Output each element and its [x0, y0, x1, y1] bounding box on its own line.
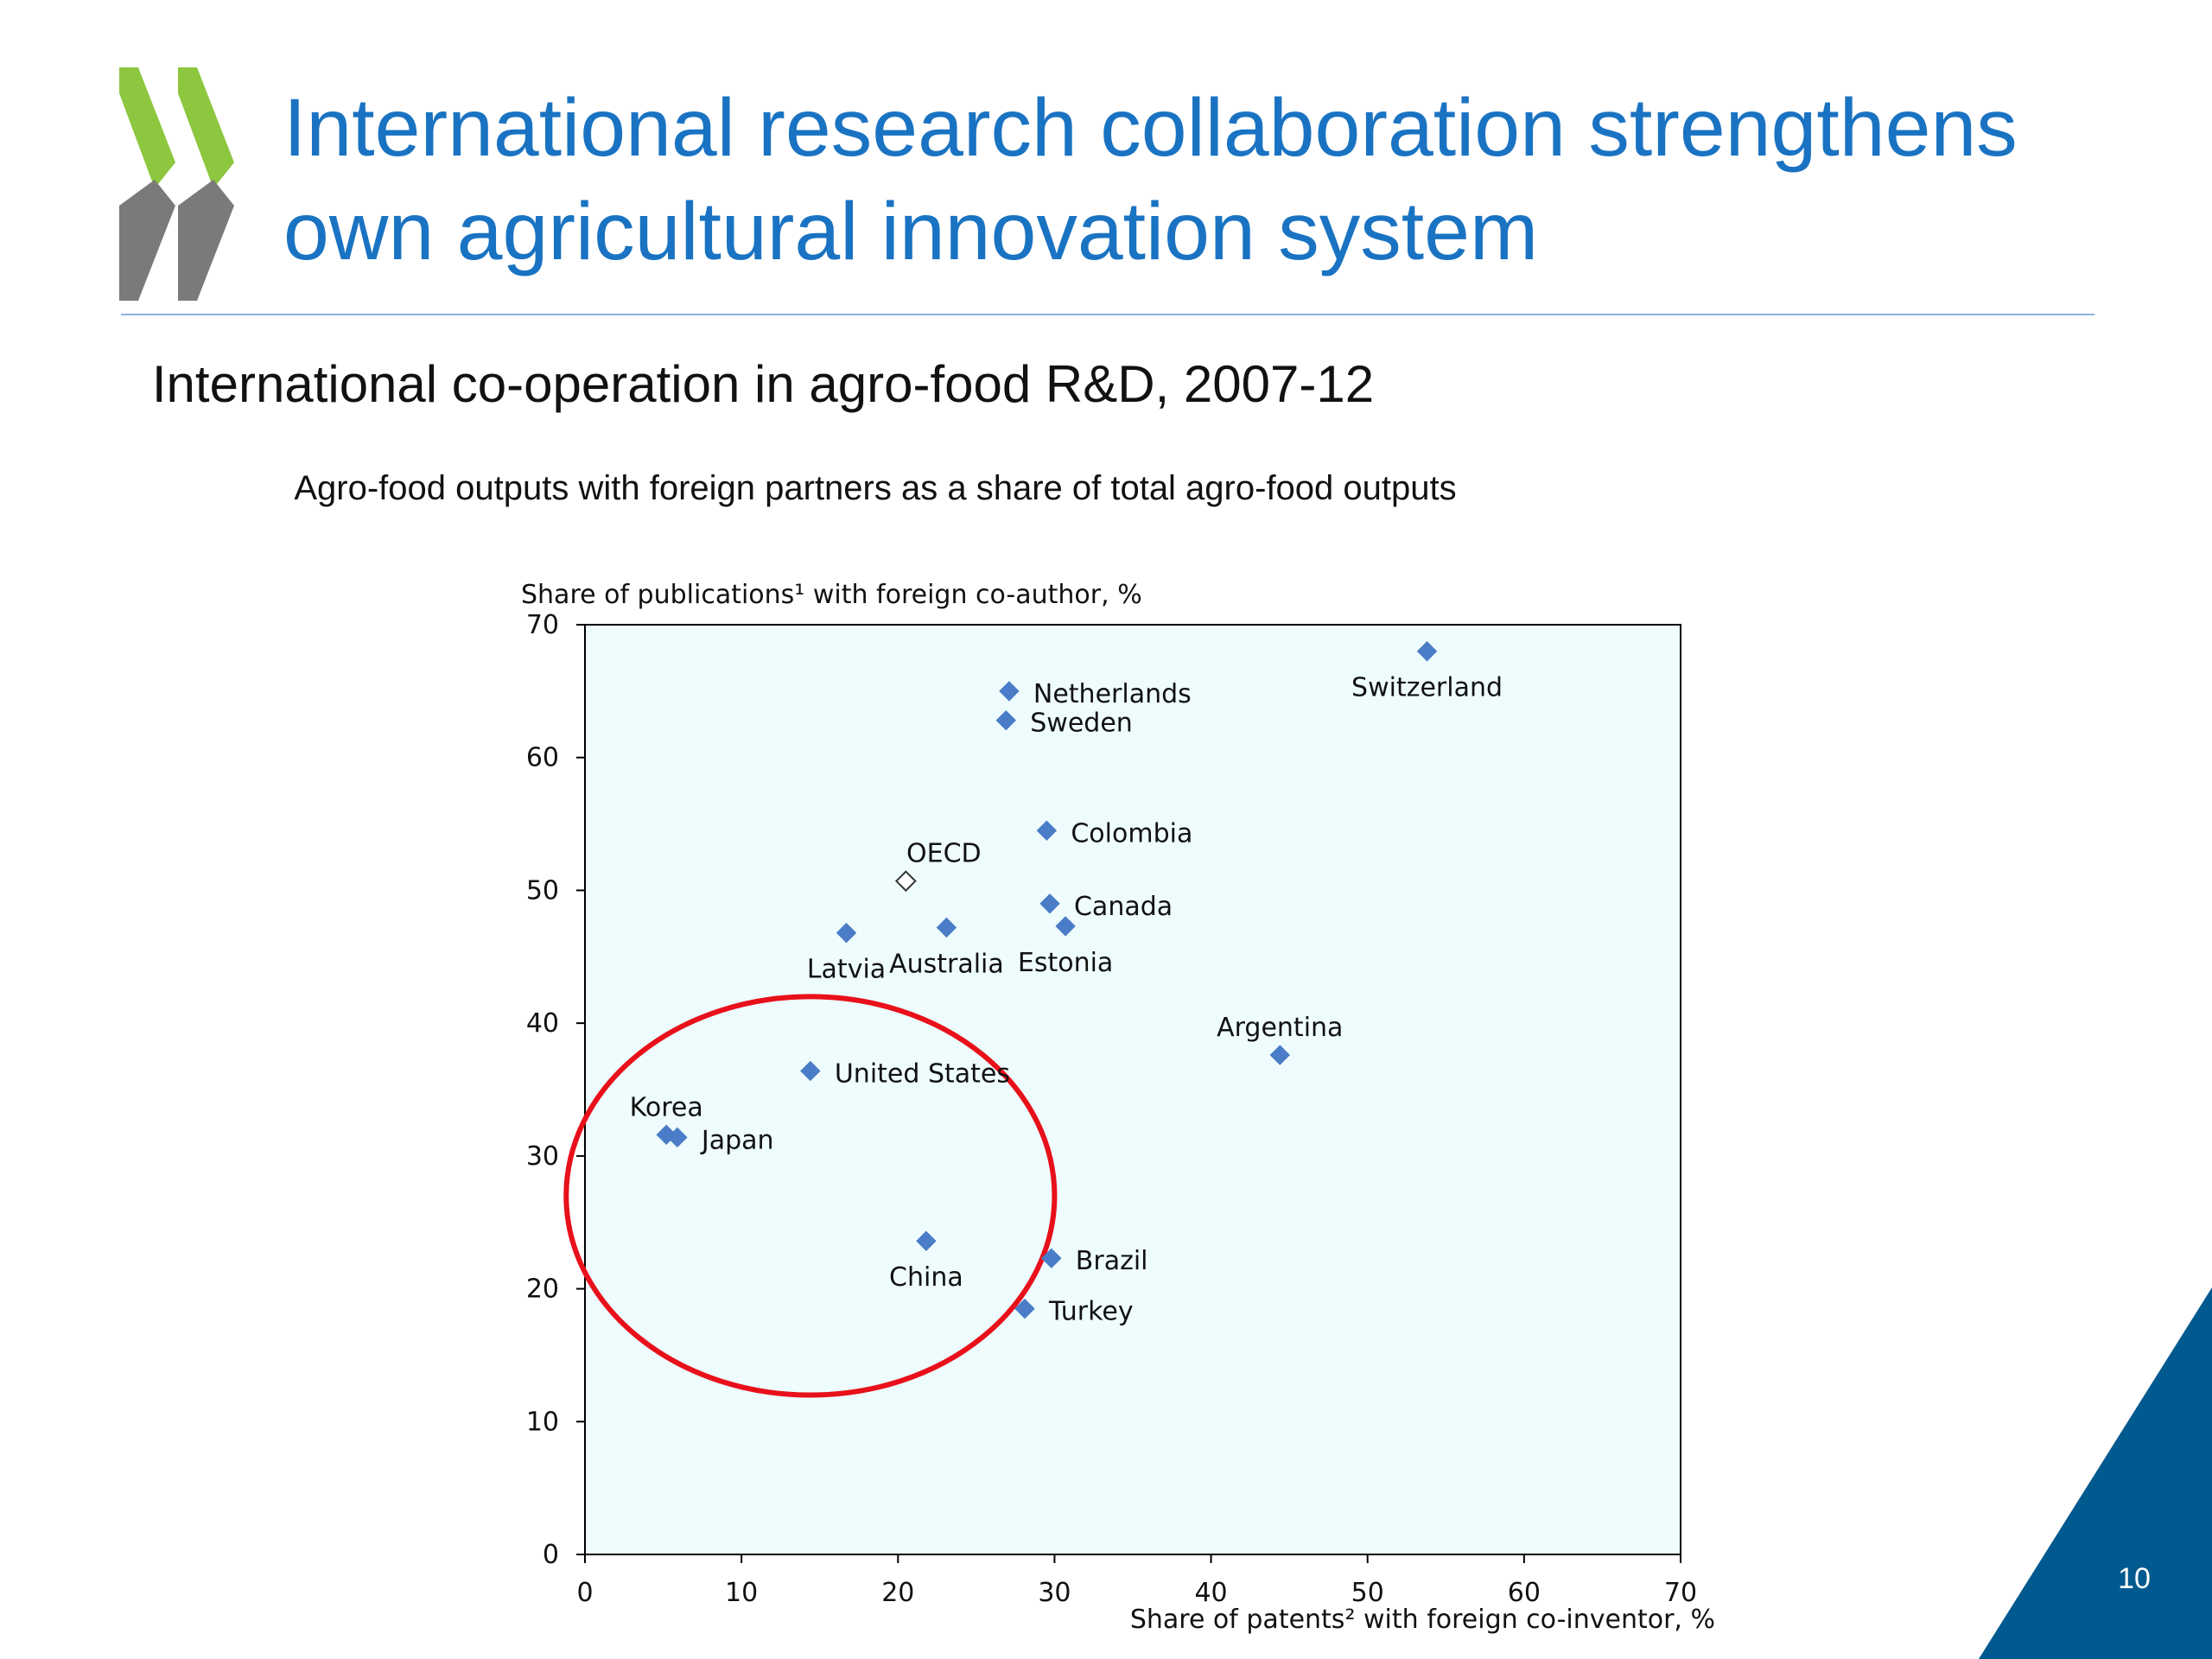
y-tick-label: 0 [543, 1540, 559, 1570]
point-marker-japan [667, 1127, 688, 1148]
y-tick-label: 60 [526, 743, 559, 773]
point-label-china: China [889, 1262, 963, 1293]
logo-green-chevron-left [119, 67, 175, 188]
point-label-latvia: Latvia [807, 955, 886, 985]
y-tick-label: 50 [526, 875, 559, 906]
point-label-switzerland: Switzerland [1351, 673, 1503, 703]
point-marker-switzerland [1416, 641, 1438, 662]
point-label-oecd: OECD [906, 839, 982, 869]
point-label-netherlands: Netherlands [1033, 679, 1192, 709]
x-tick-label: 40 [1194, 1578, 1227, 1608]
page-number: 10 [2118, 1562, 2151, 1595]
x-tick-label: 70 [1664, 1578, 1697, 1608]
x-tick-label: 60 [1508, 1578, 1541, 1608]
point-label-argentina: Argentina [1217, 1013, 1343, 1043]
x-tick-label: 50 [1351, 1578, 1384, 1608]
point-marker-argentina [1269, 1045, 1290, 1065]
point-label-brazil: Brazil [1076, 1246, 1148, 1276]
point-label-united-states: United States [835, 1058, 1010, 1089]
chart-subtitle: Agro-food outputs with foreign partners … [294, 469, 1457, 507]
oecd-logo [119, 67, 234, 301]
slide-title-line-1: International research collaboration str… [283, 82, 2018, 174]
x-tick-label: 0 [576, 1578, 593, 1608]
x-axis-title: Share of patents² with foreign co-invent… [1130, 1605, 1715, 1635]
slide-title: International research collaboration str… [283, 76, 2150, 283]
point-label-australia: Australia [889, 949, 1004, 979]
point-marker-netherlands [999, 681, 1020, 702]
plot-area [584, 624, 1681, 1555]
point-marker-oecd [894, 870, 917, 893]
point-label-sweden: Sweden [1030, 709, 1133, 739]
logo-gray-chevron-right [178, 180, 234, 301]
y-tick-label: 40 [526, 1008, 559, 1039]
highlight-ellipse [563, 994, 1058, 1398]
point-marker-australia [936, 917, 957, 938]
point-label-estonia: Estonia [1018, 948, 1113, 978]
y-axis-title: Share of publications¹ with foreign co-a… [521, 580, 1142, 610]
point-marker-sweden [995, 709, 1016, 731]
point-marker-turkey [1014, 1298, 1035, 1319]
point-label-colombia: Colombia [1071, 818, 1192, 849]
point-marker-colombia [1036, 820, 1058, 841]
point-marker-estonia [1055, 916, 1076, 937]
chart-title: International co-operation in agro-food … [151, 355, 1375, 413]
logo-green-chevron-right [178, 67, 234, 188]
point-label-japan: Japan [700, 1125, 774, 1155]
x-tick-label: 10 [725, 1578, 758, 1608]
y-tick-label: 30 [526, 1141, 559, 1172]
logo-gray-chevron-left [119, 180, 175, 301]
point-marker-brazil [1041, 1248, 1062, 1268]
point-marker-latvia [836, 922, 857, 944]
y-tick-label: 10 [526, 1407, 559, 1437]
slide-title-line-2: own agricultural innovation system [283, 186, 1539, 277]
y-tick-label: 70 [526, 610, 559, 640]
point-marker-united-states [800, 1060, 821, 1082]
x-tick-label: 30 [1038, 1578, 1071, 1608]
point-marker-canada [1039, 893, 1060, 914]
point-marker-china [916, 1230, 937, 1251]
point-label-korea: Korea [630, 1092, 703, 1122]
point-label-canada: Canada [1074, 892, 1173, 922]
y-tick-label: 20 [526, 1274, 559, 1305]
title-divider [121, 314, 2094, 315]
x-tick-label: 20 [881, 1578, 914, 1608]
point-label-turkey: Turkey [1048, 1297, 1134, 1327]
